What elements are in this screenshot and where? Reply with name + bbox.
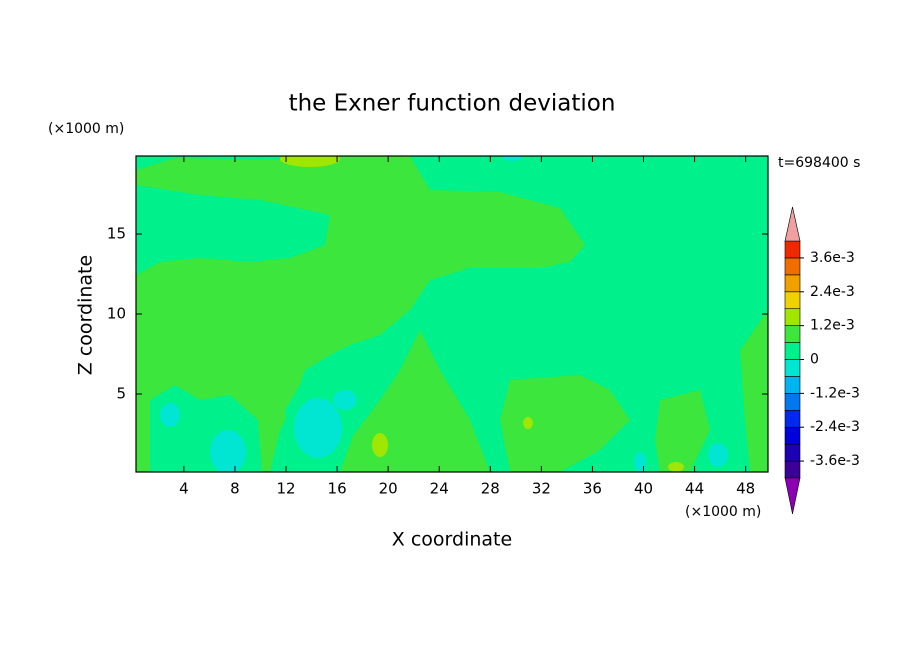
contour-region (330, 330, 490, 472)
x-tick-label: 44 (685, 480, 704, 498)
x-tick-label: 48 (736, 480, 755, 498)
x-unit: (×1000 m) (685, 504, 761, 520)
colorbar-label: -3.6e-3 (810, 453, 860, 469)
contour-region (708, 443, 728, 467)
colorbar-box (784, 443, 801, 462)
colorbar-over (784, 206, 801, 242)
x-axis-label: X coordinate (392, 529, 512, 551)
x-tick-label: 36 (583, 480, 602, 498)
contour-region (333, 390, 357, 410)
x-tick-label: 32 (532, 480, 551, 498)
colorbar-label: -2.4e-3 (810, 419, 860, 435)
y-tick-label: 10 (107, 305, 126, 323)
colorbar-under (784, 477, 801, 515)
contour-region (160, 403, 180, 427)
x-tick-label: 16 (328, 480, 347, 498)
x-tick-label: 28 (481, 480, 500, 498)
contour-region (668, 462, 684, 472)
colorbar-box (784, 325, 801, 343)
colorbar-label: 1.2e-3 (810, 318, 855, 334)
colorbar-box (784, 257, 801, 276)
colorbar-box (784, 308, 801, 326)
contour-region (136, 185, 330, 275)
contour-region (523, 417, 533, 429)
colorbar-box (784, 460, 801, 479)
colorbar-box (784, 376, 801, 394)
contour-region (634, 452, 646, 472)
colorbar-box (784, 359, 801, 377)
y-axis-label: Z coordinate (75, 255, 97, 375)
contour-region (655, 390, 710, 472)
contour-region (502, 156, 522, 161)
contour-field (136, 156, 768, 472)
colorbar-box (784, 274, 801, 293)
x-tick-label: 24 (430, 480, 449, 498)
colorbar-box (784, 409, 801, 428)
contour-region (372, 433, 388, 457)
y-tick-label: 5 (116, 385, 126, 403)
y-tick-label: 15 (107, 225, 126, 243)
colorbar-box (784, 240, 801, 259)
chart-title: the Exner function deviation (289, 91, 616, 117)
colorbar-box (784, 393, 801, 411)
colorbar-label: 3.6e-3 (810, 250, 855, 266)
x-tick-label: 40 (634, 480, 653, 498)
colorbar-label: 2.4e-3 (810, 284, 855, 300)
annotation: t=698400 s (778, 155, 860, 171)
x-tick-label: 20 (379, 480, 398, 498)
colorbar-box (784, 426, 801, 445)
contour-region (280, 156, 340, 167)
colorbar-box (784, 342, 801, 360)
x-tick-label: 4 (179, 480, 189, 498)
colorbar-label: -1.2e-3 (810, 385, 860, 401)
colorbar-box (784, 291, 801, 310)
colorbar-label: 0 (810, 352, 819, 368)
contour-region (740, 310, 768, 472)
y-unit: (×1000 m) (48, 121, 124, 137)
x-tick-label: 12 (276, 480, 295, 498)
contour-region (294, 398, 342, 458)
contour-region (500, 375, 630, 472)
contour-region (210, 430, 246, 472)
x-tick-label: 8 (230, 480, 240, 498)
